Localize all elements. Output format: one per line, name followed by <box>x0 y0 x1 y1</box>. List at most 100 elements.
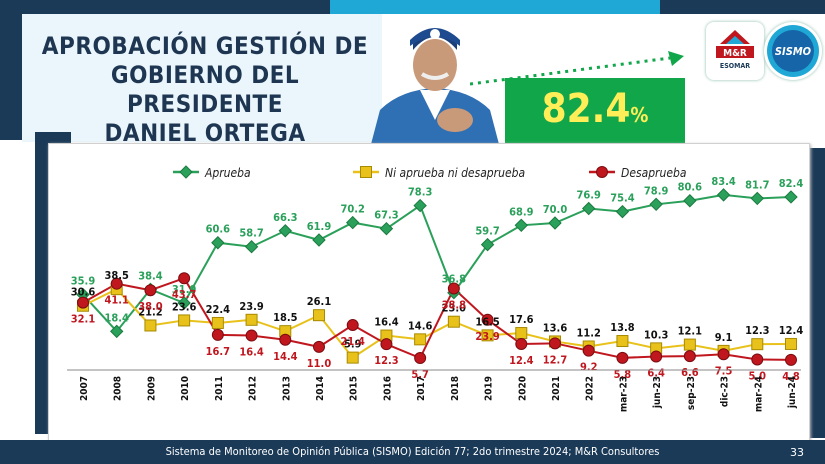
data-label: 7.5 <box>715 364 733 377</box>
title-line-1: APROBACIÓN GESTIÓN DE <box>41 32 369 60</box>
series-line <box>82 287 792 359</box>
data-label: 21.4 <box>341 335 366 348</box>
page-number: 33 <box>790 446 804 459</box>
data-label: 61.9 <box>307 220 332 233</box>
data-point <box>616 351 629 364</box>
data-label: 16.4 <box>374 316 399 329</box>
x-tick-label: 2009 <box>146 376 157 401</box>
data-label: 83.4 <box>711 175 736 188</box>
data-point <box>211 328 224 341</box>
data-label: 68.9 <box>509 205 534 218</box>
approval-line-chart: Aprueba Ni aprueba ni desaprueba Desaprueb… <box>67 165 803 412</box>
data-point <box>447 282 460 295</box>
data-label: 31.9 <box>172 283 197 296</box>
data-label: 14.6 <box>408 319 433 332</box>
data-point <box>77 296 89 309</box>
x-tick-label: 2018 <box>450 376 461 401</box>
highlight-value: 82.4% <box>541 86 649 132</box>
data-point <box>480 237 495 252</box>
title-line-2: GOBIERNO DEL PRESIDENTE <box>110 61 300 118</box>
sismo-logo: SISMO <box>764 22 822 80</box>
data-label: 38.5 <box>105 269 130 282</box>
data-label: 78.9 <box>644 184 669 197</box>
data-label: 23.0 <box>442 302 467 315</box>
x-tick-label: mar-24 <box>753 376 764 412</box>
data-label: 59.7 <box>475 225 500 238</box>
legend-marker <box>179 165 193 179</box>
data-label: 67.3 <box>374 209 399 222</box>
president-photo <box>370 28 500 148</box>
page-title: APROBACIÓN GESTIÓN DE GOBIERNO DEL PRESI… <box>30 32 380 148</box>
data-label: 70.2 <box>341 203 366 216</box>
data-point <box>717 348 730 361</box>
data-point <box>683 194 697 208</box>
data-label: 60.6 <box>206 223 231 236</box>
data-point <box>514 218 528 233</box>
data-point <box>750 191 764 206</box>
data-label: 5.0 <box>749 370 767 383</box>
x-tick-label: 2021 <box>551 376 562 401</box>
data-label: 6.6 <box>681 366 699 379</box>
data-label: 12.4 <box>509 354 534 367</box>
data-label: 30.6 <box>71 286 96 299</box>
legend-marker <box>360 166 372 178</box>
data-point <box>346 215 360 230</box>
data-label: 11.0 <box>307 357 332 370</box>
data-label: 18.4 <box>105 311 130 324</box>
x-tick-label: jun-24 <box>787 376 798 409</box>
x-tick-label: dic-23 <box>720 376 731 407</box>
data-point <box>144 319 157 332</box>
data-label: 12.3 <box>745 324 770 337</box>
data-label: 4.8 <box>782 370 800 383</box>
data-point <box>110 324 124 339</box>
x-tick-label: 2013 <box>281 376 292 401</box>
data-point <box>447 315 460 328</box>
data-point <box>346 351 359 364</box>
data-point <box>244 240 259 254</box>
data-point <box>211 316 224 329</box>
data-label: 66.3 <box>273 211 298 224</box>
data-label: 43.7 <box>172 288 197 301</box>
data-label: 21.2 <box>138 305 163 318</box>
data-label: 12.7 <box>543 353 568 366</box>
accent-bar <box>330 0 660 14</box>
data-point <box>481 329 494 342</box>
data-point <box>414 333 427 346</box>
x-tick-label: 2020 <box>517 376 528 401</box>
data-point <box>413 198 427 213</box>
data-label: 12.1 <box>678 325 703 338</box>
data-point <box>144 284 157 297</box>
mr-logo-text: M&R <box>723 48 747 59</box>
x-tick-label: sep-23 <box>686 376 697 410</box>
legend-label: Ni aprueba ni desaprueba <box>385 166 525 180</box>
data-label: 5.9 <box>344 338 362 351</box>
data-point <box>279 333 292 346</box>
data-point <box>784 190 798 204</box>
highlight-box <box>505 78 685 148</box>
data-label: 9.1 <box>715 331 733 344</box>
data-label: 35.9 <box>71 275 96 288</box>
data-point <box>515 327 528 340</box>
data-point <box>615 204 630 219</box>
data-label: 5.8 <box>614 368 632 381</box>
data-point <box>616 335 629 348</box>
data-point <box>751 338 764 351</box>
data-point <box>346 319 359 332</box>
data-label: 38.0 <box>138 300 163 313</box>
data-label: 38.8 <box>442 299 467 312</box>
data-label: 81.7 <box>745 178 770 191</box>
data-point <box>785 337 797 350</box>
x-tick-label: 2011 <box>214 376 225 401</box>
x-tick-label: 2016 <box>382 376 393 401</box>
data-point <box>312 233 326 247</box>
data-point <box>582 344 595 357</box>
data-label: 16.4 <box>239 346 264 359</box>
x-tick-label: 2012 <box>248 376 259 401</box>
data-point <box>481 313 494 326</box>
data-point <box>549 337 561 350</box>
x-tick-label: 2022 <box>585 376 596 401</box>
data-label: 9.2 <box>580 361 598 374</box>
series-line <box>82 193 792 333</box>
data-label: 16.7 <box>206 345 231 358</box>
data-label: 13.8 <box>610 321 635 334</box>
